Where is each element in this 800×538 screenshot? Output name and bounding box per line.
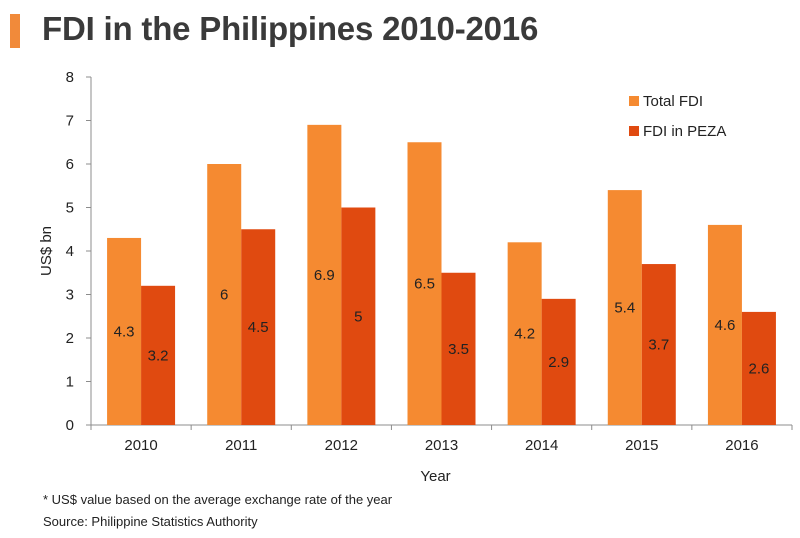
bar-total-fdi-2014: [507, 242, 542, 425]
chart-bars: [107, 124, 776, 425]
data-label: 5: [354, 308, 362, 325]
bar-fdi-in-peza-2011: [241, 229, 276, 425]
chart-tick-labels: 0 1 2 3 4 5 6 7 8 US$ bn Year 2010 2011 2012 2013 2014 2…: [38, 69, 759, 485]
data-label: 6.9: [314, 267, 335, 284]
data-label: 3.7: [648, 337, 669, 354]
data-label: 4.2: [514, 326, 535, 343]
chart-data-labels: 4.3 3.2 6 4.5 6.9 5 6.5 3.5 4.2 2.9 5.4 3.7 4.6 2.6: [114, 267, 770, 378]
bar-total-fdi-2013: [407, 142, 442, 425]
data-label: 2.9: [548, 354, 569, 371]
data-label: 2.6: [748, 360, 769, 377]
bar-fdi-in-peza-2013: [441, 272, 476, 425]
data-label: 6.5: [414, 276, 435, 293]
x-tick-label: 2015: [625, 437, 658, 454]
y-tick-label: 3: [66, 287, 74, 304]
x-tick-label: 2016: [725, 437, 758, 454]
data-label: 5.4: [614, 300, 635, 317]
legend-swatch: [629, 126, 639, 136]
source-note: Source: Philippine Statistics Authority: [43, 514, 258, 529]
y-tick-label: 5: [66, 200, 74, 217]
y-tick-label: 8: [66, 69, 74, 86]
x-tick-label: 2011: [225, 437, 257, 454]
y-tick-label: 1: [66, 374, 74, 391]
y-tick-label: 0: [66, 417, 74, 434]
bar-fdi-in-peza-2012: [341, 207, 376, 425]
y-tick-label: 2: [66, 330, 74, 347]
bar-total-fdi-2015: [607, 190, 642, 425]
data-label: 3.5: [448, 341, 469, 358]
bar-fdi-in-peza-2014: [541, 298, 576, 425]
bar-total-fdi-2012: [307, 124, 342, 425]
bar-total-fdi-2016: [707, 224, 742, 425]
chart-legend: Total FDI FDI in PEZA: [629, 93, 726, 140]
x-tick-label: 2010: [124, 437, 157, 454]
legend-label: FDI in PEZA: [643, 123, 726, 140]
bar-fdi-in-peza-2010: [141, 285, 176, 425]
y-tick-label: 7: [66, 113, 74, 130]
x-axis-label: Year: [420, 468, 450, 485]
page-title: FDI in the Philippines 2010-2016: [42, 10, 539, 47]
data-label: 4.3: [114, 323, 135, 340]
x-tick-label: 2014: [525, 437, 558, 454]
data-label: 4.5: [248, 319, 269, 336]
y-tick-label: 6: [66, 156, 74, 173]
bar-total-fdi-2010: [107, 237, 142, 425]
legend-swatch: [629, 96, 639, 106]
footnote: * US$ value based on the average exchang…: [43, 492, 393, 507]
data-label: 3.2: [148, 347, 169, 364]
y-axis-label: US$ bn: [38, 226, 55, 276]
legend-label: Total FDI: [643, 93, 703, 110]
bar-fdi-in-peza-2016: [741, 311, 776, 425]
title-accent-bar: [10, 14, 20, 48]
data-label: 6: [220, 287, 228, 304]
x-tick-label: 2013: [425, 437, 458, 454]
bar-fdi-in-peza-2015: [641, 264, 676, 425]
bar-total-fdi-2011: [207, 164, 242, 425]
x-tick-label: 2012: [325, 437, 358, 454]
y-tick-label: 4: [66, 243, 74, 260]
data-label: 4.6: [714, 317, 735, 334]
